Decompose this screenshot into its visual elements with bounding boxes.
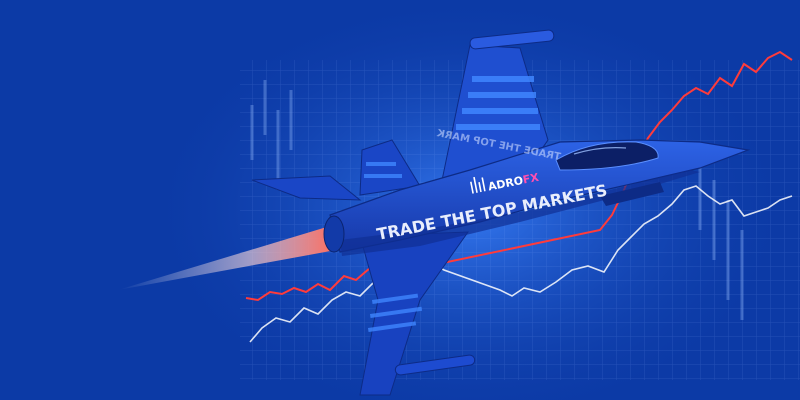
engine-nozzle [323,215,345,253]
air-intake [600,182,664,206]
lower-wing-missile [394,354,476,376]
cockpit-canopy [555,141,659,171]
red-price-line [245,50,793,302]
upper-wing-stripes [456,76,540,130]
candlestick-bars [250,80,744,320]
upper-wing-missile [469,29,555,50]
white-price-line [249,185,793,343]
canopy-highlight [573,147,627,155]
fuselage-belly [340,170,700,256]
brand-suffix: FX [522,171,541,187]
tail-fin-stripes [364,162,402,178]
lower-wing-stripes [367,293,423,332]
brand-logo-icon [470,176,486,194]
afterburner-flame [118,226,336,290]
horizontal-stabilizer [251,175,362,201]
